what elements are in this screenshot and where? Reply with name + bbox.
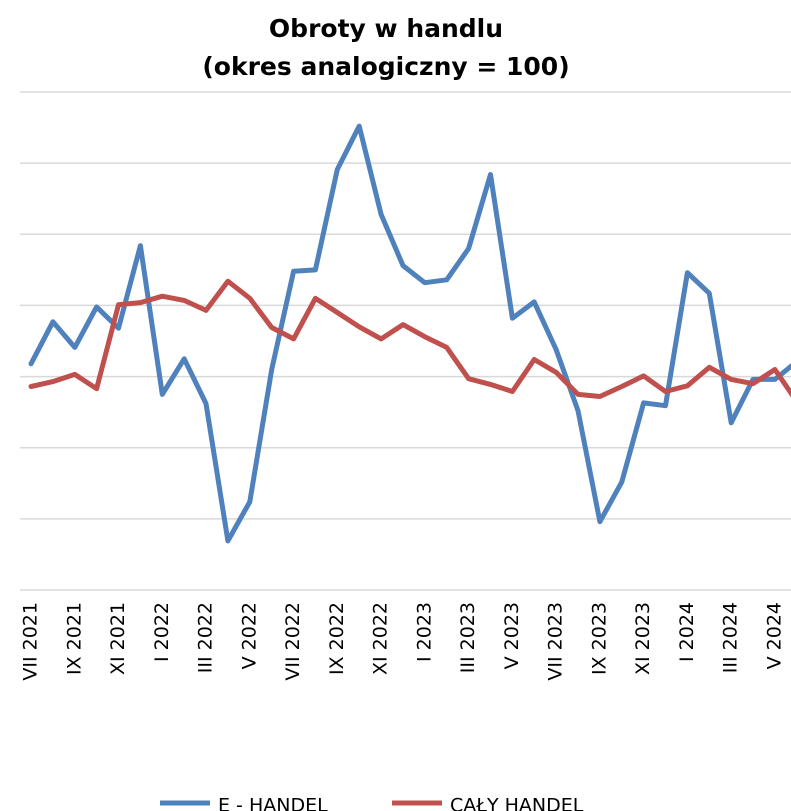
x-tick-label: XI 2022 [370, 602, 392, 675]
x-tick-label: V 2022 [238, 602, 260, 669]
legend-label: CAŁY HANDEL [450, 795, 584, 811]
x-tick-label: IX 2021 [63, 602, 85, 675]
x-tick-label: I 2023 [413, 602, 435, 662]
x-tick-label: V 2024 [763, 602, 785, 669]
chart-title: Obroty w handlu [269, 14, 503, 43]
x-tick-label: V 2023 [501, 602, 523, 669]
x-tick-label: I 2024 [676, 602, 698, 662]
x-axis: VII 2021 IX 2021 XI 2021 I 2022 III 2022 V 20… [20, 602, 786, 681]
x-tick-label: XI 2021 [107, 602, 129, 675]
x-tick-label: VII 2021 [20, 602, 42, 681]
legend-label: E - HANDEL [218, 795, 328, 811]
x-tick-label: IX 2023 [588, 602, 610, 675]
x-tick-label: III 2024 [720, 602, 742, 673]
x-tick-label: XI 2023 [632, 602, 654, 675]
legend: E - HANDEL CAŁY HANDEL [160, 795, 584, 811]
x-tick-label: VII 2023 [545, 602, 567, 681]
x-tick-label: VII 2022 [282, 602, 304, 681]
x-tick-label: IX 2022 [326, 602, 348, 675]
plot-area [28, 123, 791, 544]
series-line [28, 278, 791, 399]
series-line [28, 123, 791, 544]
chart-subtitle: (okres analogiczny = 100) [202, 52, 569, 81]
x-tick-label: I 2022 [151, 602, 173, 662]
x-tick-label: III 2022 [195, 602, 217, 673]
x-tick-label: III 2023 [457, 602, 479, 673]
